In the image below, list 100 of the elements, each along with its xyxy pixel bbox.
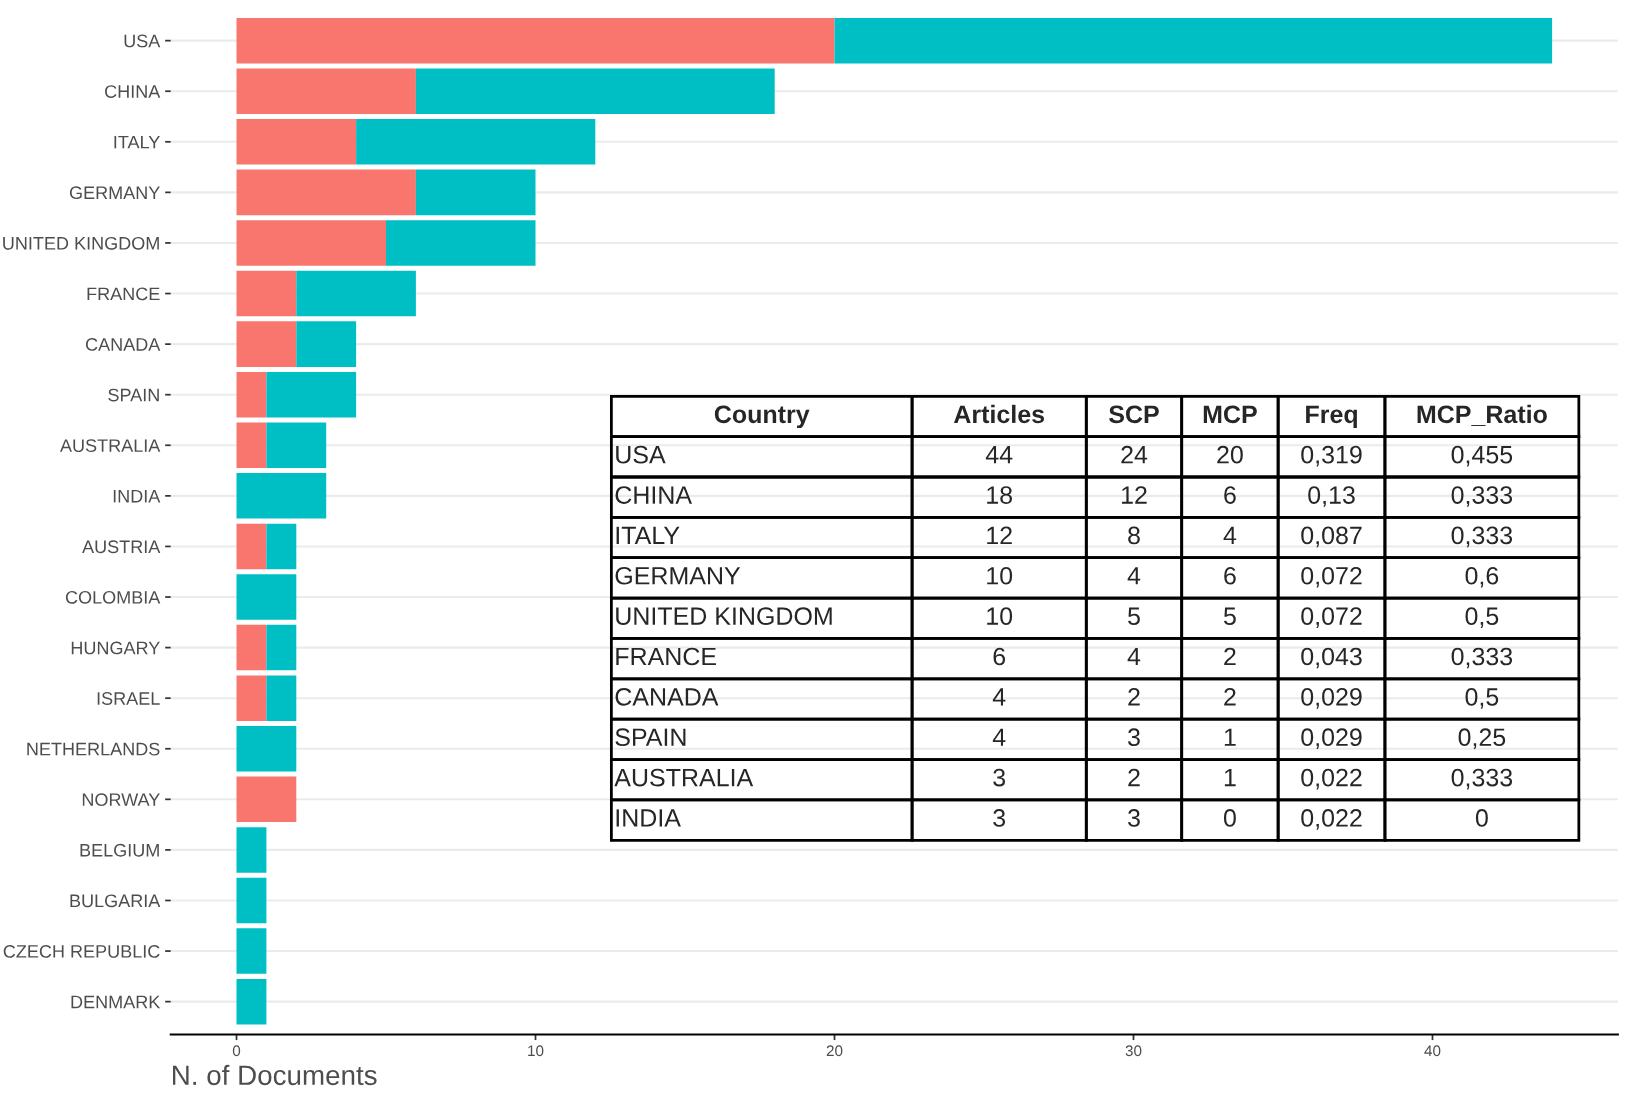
bar — [236, 422, 267, 469]
text: 1 — [1224, 728, 1236, 746]
bar — [236, 725, 297, 772]
bar — [236, 776, 297, 823]
bar — [356, 119, 596, 165]
bar — [236, 978, 267, 1025]
text: 0,455 — [1451, 445, 1513, 467]
bar — [415, 169, 536, 216]
category-label: USA — [616, 445, 666, 464]
text: 0,022 — [1301, 809, 1362, 830]
text: 2 — [1224, 647, 1236, 666]
text: 0,333 — [1451, 647, 1513, 669]
category-label: Articles — [953, 404, 1045, 424]
y-tick-label: BULGARIA — [70, 894, 161, 908]
y-tick-label: ITALY — [114, 135, 160, 149]
text: 6 — [1224, 486, 1236, 504]
y-tick-label: AUSTRALIA — [60, 439, 161, 452]
text: 5 — [1128, 607, 1140, 625]
category-label: Country — [714, 405, 810, 429]
x-tick-label: 10 — [528, 1045, 544, 1057]
text: 12 — [1122, 486, 1147, 504]
x-tick-label: 20 — [826, 1045, 843, 1057]
bar — [236, 574, 297, 620]
bar — [236, 220, 387, 266]
y-tick-label: COLOMBIA — [65, 590, 161, 604]
category-label: MCP — [1203, 405, 1257, 424]
text: 0,5 — [1465, 607, 1499, 628]
y-tick-label: CHINA — [105, 85, 161, 98]
bar — [236, 119, 357, 165]
y-tick-label: HUNGARY — [71, 641, 160, 655]
bar — [236, 321, 297, 367]
y-tick-label: SPAIN — [108, 388, 159, 402]
bar — [236, 624, 267, 671]
text: 0,072 — [1301, 607, 1362, 628]
x-axis-title: N. of Documents — [173, 1064, 377, 1086]
bar — [236, 827, 267, 873]
text: 0,022 — [1301, 768, 1362, 790]
bar — [236, 877, 267, 924]
text: 0,6 — [1465, 566, 1499, 588]
y-tick-label: DENMARK — [71, 995, 161, 1009]
category-label: AUSTRALIA — [614, 768, 754, 787]
text: 3 — [1128, 809, 1140, 827]
y-tick-label: BELGIUM — [80, 843, 159, 857]
text: 2 — [1224, 688, 1236, 706]
bar — [236, 169, 416, 216]
bar — [236, 17, 835, 64]
bar — [236, 928, 267, 974]
text: 3 — [993, 768, 1006, 787]
bar — [236, 371, 267, 418]
text: 0 — [1223, 809, 1236, 827]
text: 20 — [1217, 445, 1243, 464]
text: 0,13 — [1308, 486, 1355, 507]
text: 4 — [1127, 647, 1141, 666]
bar — [266, 371, 357, 418]
text: 0,043 — [1301, 647, 1362, 669]
bar — [236, 68, 416, 114]
y-tick-label: CANADA — [85, 338, 161, 351]
bar — [236, 523, 267, 570]
bar — [266, 624, 297, 671]
x-tick-label: 40 — [1424, 1045, 1441, 1057]
text: 6 — [1224, 566, 1236, 585]
text: 0,029 — [1301, 688, 1362, 709]
bar — [266, 675, 297, 721]
text: 0,319 — [1301, 445, 1362, 467]
category-label: SPAIN — [615, 728, 686, 747]
x-tick-label: 30 — [1125, 1045, 1142, 1057]
text: 44 — [985, 446, 1013, 464]
y-tick-label: INDIA — [113, 489, 161, 503]
category-label: FRANCE — [616, 647, 716, 666]
category-label: GERMANY — [615, 566, 741, 585]
text: 8 — [1128, 526, 1140, 545]
y-tick-label: ISRAEL — [97, 692, 160, 705]
category-label: Freq — [1306, 405, 1357, 429]
text: 5 — [1223, 607, 1236, 625]
text: 4 — [992, 688, 1006, 706]
y-tick-label: GERMANY — [69, 186, 160, 200]
text: 2 — [1128, 768, 1140, 787]
category-label: CHINA — [615, 486, 693, 504]
text: 24 — [1121, 445, 1148, 464]
y-tick-label: UNITED KINGDOM — [3, 236, 159, 250]
bar — [386, 220, 536, 266]
text: 0,029 — [1301, 728, 1362, 750]
text: 3 — [993, 809, 1006, 827]
text: 0,333 — [1451, 768, 1513, 790]
text: 1 — [1224, 768, 1236, 787]
text: 6 — [993, 647, 1006, 666]
category-label: UNITED KINGDOM — [616, 607, 832, 625]
bar — [266, 523, 297, 570]
text: 0,333 — [1451, 526, 1513, 548]
text: 0 — [1475, 809, 1488, 827]
bar — [834, 17, 1553, 64]
text: 10 — [987, 566, 1013, 585]
text: 0,25 — [1458, 728, 1506, 750]
text: 10 — [987, 607, 1013, 625]
bar — [296, 270, 416, 317]
x-tick-label: 0 — [232, 1045, 241, 1057]
bar — [236, 675, 267, 721]
text: 18 — [987, 486, 1013, 504]
y-tick-label: NETHERLANDS — [27, 742, 160, 756]
y-tick-label: FRANCE — [87, 287, 160, 301]
